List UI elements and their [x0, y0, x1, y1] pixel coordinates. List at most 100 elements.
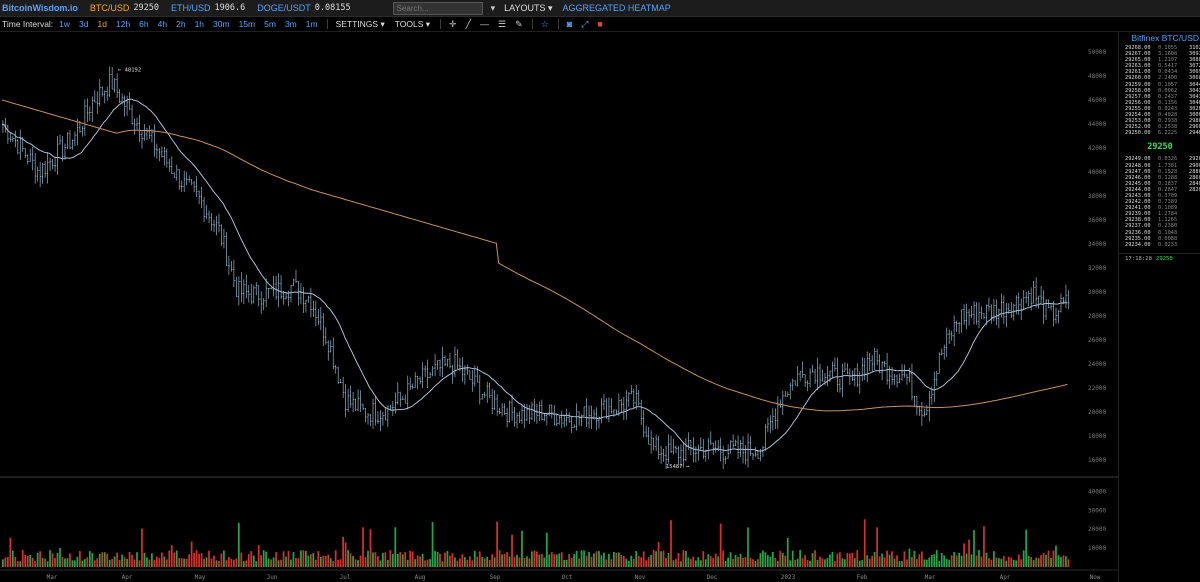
- ask-price: 29257.00: [1125, 93, 1151, 100]
- crosshair-icon[interactable]: ✛: [449, 18, 457, 29]
- volume-bar: [593, 553, 595, 567]
- volume-bar: [851, 552, 854, 567]
- interval-2h[interactable]: 2h: [176, 19, 186, 29]
- dropdown-icon[interactable]: ▾: [490, 2, 496, 13]
- bid-price: 29236.00: [1125, 229, 1151, 236]
- site-logo[interactable]: BitcoinWisdom.io: [2, 3, 78, 13]
- volume-bar: [481, 557, 484, 567]
- volume-bar: [918, 554, 921, 567]
- interval-15m[interactable]: 15m: [238, 19, 256, 29]
- settings-menu[interactable]: SETTINGS ▾: [335, 18, 385, 29]
- volume-bar: [1005, 560, 1008, 567]
- volume-bar: [747, 527, 749, 567]
- volume-bar: [908, 548, 911, 567]
- volume-bar: [49, 550, 51, 567]
- ask-total: 3069: [1189, 69, 1200, 76]
- bid-price: 29248.00: [1125, 162, 1151, 169]
- volume-bar: [421, 553, 424, 567]
- volume-bar: [262, 550, 265, 567]
- aggregated-heatmap-link[interactable]: AGGREGATED HEATMAP: [562, 3, 671, 13]
- volume-bar: [29, 554, 32, 567]
- bid-price: 29245.00: [1125, 180, 1151, 187]
- horizontal-line-icon[interactable]: ―: [480, 19, 490, 29]
- volume-bar: [570, 557, 573, 567]
- volume-bar: [349, 553, 352, 567]
- bid-amount: 1.1265: [1158, 217, 1178, 224]
- volume-bar: [533, 550, 536, 567]
- orderbook-asks: 29268.000.1055310229267.003.160830912926…: [1119, 45, 1200, 136]
- interval-3m[interactable]: 3m: [284, 19, 297, 29]
- y-tick-label: 32000: [1088, 265, 1106, 272]
- fib-icon[interactable]: ☰: [498, 18, 507, 29]
- volume-bar: [983, 526, 985, 567]
- volume-tick-label: 30000: [1088, 507, 1106, 514]
- volume-bar: [846, 553, 849, 567]
- interval-30m[interactable]: 30m: [213, 19, 230, 29]
- star-icon[interactable]: ☆: [540, 18, 549, 29]
- volume-bar: [9, 537, 12, 567]
- ticker-eth-pair[interactable]: ETH/USD: [171, 3, 211, 13]
- volume-bar: [858, 560, 861, 567]
- volume-bar: [14, 556, 17, 567]
- interval-6h[interactable]: 6h: [139, 19, 149, 29]
- delete-icon[interactable]: ■: [597, 19, 603, 29]
- volume-bar: [536, 551, 538, 567]
- volume-bar: [106, 553, 109, 567]
- interval-1w[interactable]: 1w: [59, 19, 71, 29]
- volume-bar: [1030, 556, 1032, 567]
- bid-total: 2840: [1189, 180, 1200, 187]
- interval-4h[interactable]: 4h: [157, 19, 168, 29]
- volume-bar: [940, 553, 943, 567]
- interval-1d[interactable]: 1d: [97, 19, 107, 29]
- volume-bar: [404, 551, 407, 567]
- volume-bar: [843, 559, 846, 567]
- x-tick-label: Nov: [635, 574, 646, 581]
- interval-1h[interactable]: 1h: [194, 19, 205, 29]
- volume-bar: [255, 561, 258, 567]
- pencil-icon[interactable]: ✎: [515, 18, 523, 29]
- price-chart[interactable]: 16000 18000 20000 22000 24000 26000 28000 30000…: [0, 32, 1118, 582]
- volume-bar: [54, 557, 56, 567]
- volume-bar: [707, 554, 710, 567]
- ask-amount: 6.2225: [1158, 130, 1178, 137]
- volume-bar: [98, 553, 101, 567]
- volume-bar: [501, 554, 503, 567]
- x-tick-label: Mar: [925, 574, 936, 581]
- fullscreen-icon[interactable]: ⤢: [581, 18, 589, 29]
- volume-bar: [431, 522, 434, 567]
- volume-bar: [687, 557, 690, 567]
- volume-bar: [342, 536, 345, 567]
- ask-total: 3040: [1189, 99, 1200, 106]
- volume-bar: [804, 555, 806, 567]
- layouts-menu[interactable]: LAYOUTS ▾: [504, 2, 553, 13]
- ticker-doge-pair[interactable]: DOGE/USDT: [257, 3, 311, 13]
- volume-bar: [685, 550, 687, 567]
- volume-bar: [553, 554, 556, 567]
- volume-bar: [697, 557, 700, 567]
- volume-bar: [516, 554, 518, 567]
- ticker-btc-pair[interactable]: BTC/USD: [89, 3, 130, 13]
- volume-bar: [444, 552, 446, 567]
- volume-bar: [354, 559, 357, 567]
- volume-bar: [446, 551, 449, 567]
- volume-bar: [588, 551, 590, 567]
- search-input[interactable]: [392, 1, 483, 15]
- volume-bar: [692, 556, 695, 567]
- interval-3d[interactable]: 3d: [79, 19, 89, 29]
- volume-bar: [305, 551, 307, 567]
- camera-icon[interactable]: ◙: [566, 19, 573, 29]
- volume-bar: [603, 552, 605, 567]
- interval-1m[interactable]: 1m: [305, 19, 318, 29]
- volume-bar: [826, 558, 829, 567]
- x-tick-label: Apr: [1000, 574, 1011, 581]
- interval-12h[interactable]: 12h: [115, 19, 131, 29]
- interval-5m[interactable]: 5m: [264, 19, 276, 29]
- volume-bar: [913, 550, 916, 567]
- volume-bar: [267, 558, 270, 567]
- volume-bar: [985, 552, 988, 567]
- volume-bar: [163, 556, 166, 567]
- tools-menu[interactable]: TOOLS ▾: [394, 18, 431, 29]
- volume-bar: [424, 560, 426, 567]
- line-icon[interactable]: ╱: [465, 18, 472, 29]
- volume-bar: [434, 550, 436, 567]
